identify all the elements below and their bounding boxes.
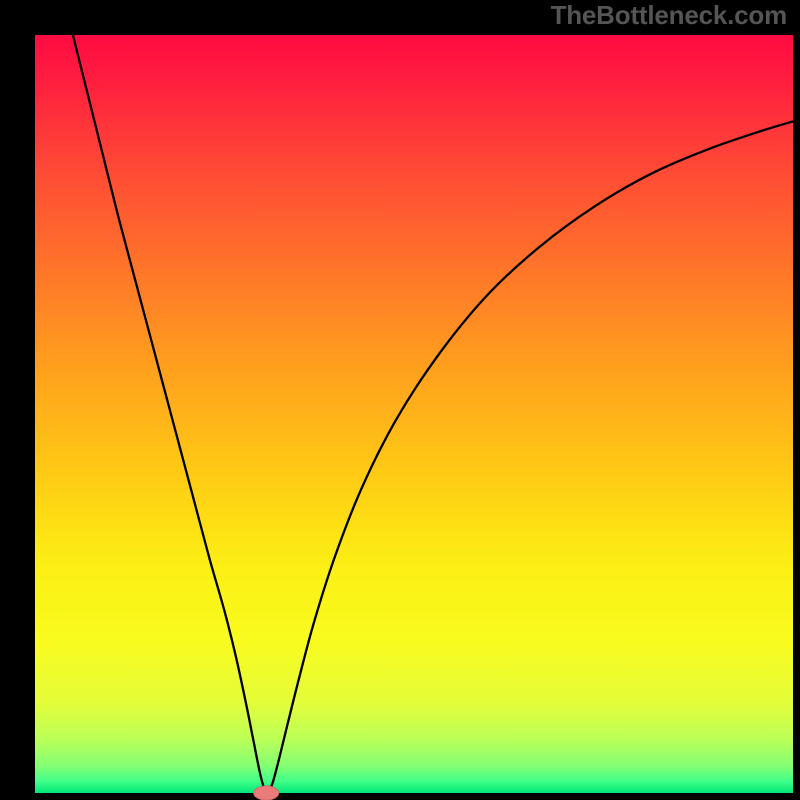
bottleneck-chart [0, 0, 800, 800]
chart-background [35, 35, 793, 793]
optimal-point-marker [254, 786, 279, 800]
